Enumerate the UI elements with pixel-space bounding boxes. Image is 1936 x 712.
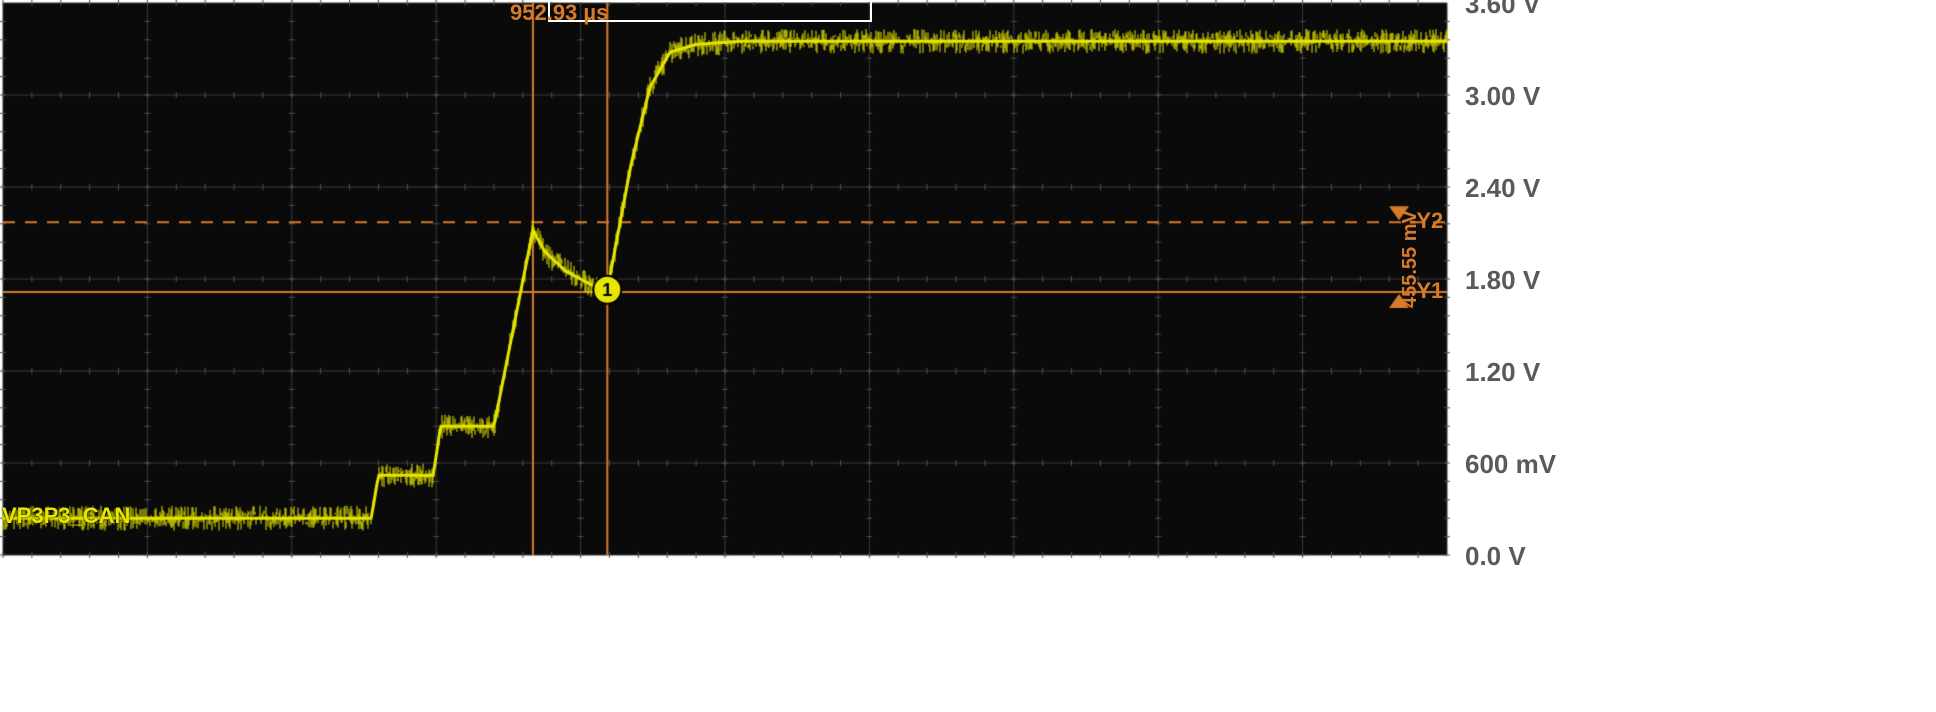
y-axis-tick-label: 600 mV bbox=[1465, 449, 1556, 480]
y-axis-tick-label: 1.80 V bbox=[1465, 265, 1540, 296]
y-axis-tick-label: 2.40 V bbox=[1465, 173, 1540, 204]
y-axis-tick-label: 3.00 V bbox=[1465, 81, 1540, 112]
cursor-delta-y-label: 455.55 mV bbox=[1399, 210, 1422, 308]
channel-label: VP3P3_CAN bbox=[2, 503, 130, 529]
y-axis-tick-label: 1.20 V bbox=[1465, 357, 1540, 388]
cursor-time-delta-label: 952.93 µs bbox=[510, 0, 608, 26]
y-axis-tick-label: 3.60 V bbox=[1465, 0, 1540, 20]
oscilloscope-screenshot: 952.93 µs 3.60 V 3.00 V 2.40 V 1.80 V 1.20 V… bbox=[0, 0, 1936, 712]
y-axis-tick-label: 0.0 V bbox=[1465, 541, 1526, 572]
waveform-canvas bbox=[0, 0, 1936, 712]
